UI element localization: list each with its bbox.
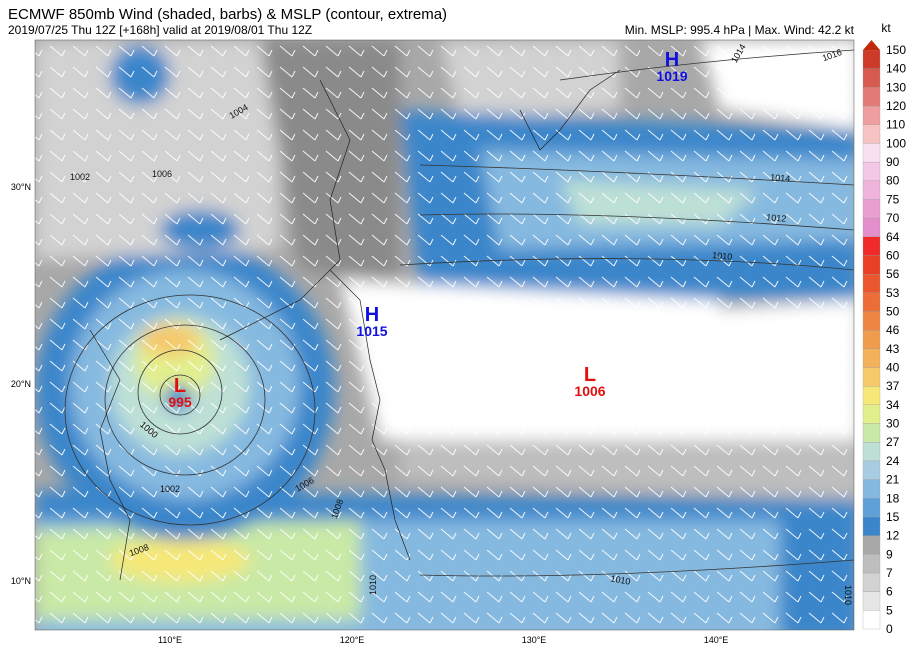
colorbar-swatch [862,442,881,462]
colorbar-label: 53 [886,286,900,300]
colorbar-label: 120 [886,99,906,113]
extremum-symbol: H [665,49,679,71]
colorbar-swatch [862,199,881,219]
colorbar-swatch [862,479,881,499]
colorbar-swatch [862,460,881,480]
lon-label: 120°E [340,635,365,645]
colorbar-label: 34 [886,398,900,412]
colorbar-swatch [862,423,881,443]
colorbar-label: 90 [886,155,900,169]
colorbar-label: 80 [886,174,900,188]
colorbar-label: 5 [886,603,893,617]
subtitle: 2019/07/25 Thu 12Z [+168h] valid at 2019… [8,23,312,37]
map [35,40,854,630]
contour-label: 1002 [160,484,180,494]
contour-label: 1014 [770,172,791,184]
contour-label: 1010 [368,575,378,595]
colorbar-label: 140 [886,62,906,76]
colorbar-swatch [862,49,881,69]
contour-label: 1006 [152,169,172,179]
colorbar-label: 27 [886,435,900,449]
title: ECMWF 850mb Wind (shaded, barbs) & MSLP … [8,6,447,23]
lon-label: 110°E [158,635,182,645]
colorbar-swatch [862,68,881,88]
stats: Min. MSLP: 995.4 hPa | Max. Wind: 42.2 k… [625,23,855,37]
colorbar-label: 0 [886,622,893,636]
lat-label: 10°N [11,576,31,586]
colorbar-swatch [862,180,881,200]
colorbar-swatch [862,273,881,293]
colorbar-arrow [863,40,880,50]
extremum-value: 1019 [656,68,687,84]
colorbar-label: 70 [886,211,900,225]
colorbar-label: 12 [886,529,900,543]
colorbar: kt05679121518212427303437404346505356606… [862,21,906,636]
colorbar-label: 110 [886,118,905,132]
colorbar-label: 60 [886,248,900,262]
contour-label: 1010 [610,573,631,586]
colorbar-label: 100 [886,136,906,150]
colorbar-swatch [862,330,881,349]
extremum-value: 1006 [574,383,605,399]
colorbar-swatch [862,292,881,312]
colorbar-label: 18 [886,491,900,505]
colorbar-swatch [862,311,881,331]
lon-label: 140°E [704,635,729,645]
colorbar-label: 21 [886,473,900,487]
colorbar-label: 46 [886,323,900,337]
lat-label: 30°N [11,182,31,192]
colorbar-label: 43 [886,342,900,356]
colorbar-label: 64 [886,230,900,244]
colorbar-label: 30 [886,417,900,431]
colorbar-swatch [862,367,881,387]
colorbar-swatch [862,610,881,630]
colorbar-swatch [862,87,881,107]
colorbar-swatch [862,124,881,144]
colorbar-swatch [862,572,881,592]
colorbar-swatch [862,105,881,125]
extremum-symbol: L [584,364,596,386]
colorbar-swatch [862,591,881,611]
colorbar-swatch [862,143,881,163]
contour-label: 1010 [843,585,853,605]
extremum-symbol: H [365,304,379,326]
colorbar-swatch [862,236,881,256]
map-frame [34,39,855,631]
colorbar-label: 24 [886,454,900,468]
colorbar-swatch [862,217,881,237]
colorbar-label: 40 [886,361,900,375]
colorbar-label: 130 [886,80,906,94]
colorbar-swatch [862,535,881,555]
colorbar-swatch [862,554,881,574]
colorbar-swatch [862,348,881,368]
colorbar-label: 37 [886,379,900,393]
colorbar-label: 56 [886,267,900,281]
colorbar-label: 7 [886,566,893,580]
contour-label: 1012 [766,212,787,224]
extremum-value: 1015 [356,323,387,339]
colorbar-label: 75 [886,192,900,206]
colorbar-swatch [862,498,881,518]
colorbar-swatch [862,386,881,406]
colorbar-label: 6 [886,585,893,599]
colorbar-unit: kt [881,21,891,35]
colorbar-label: 50 [886,304,900,318]
colorbar-swatch [862,255,881,275]
colorbar-label: 15 [886,510,900,524]
colorbar-swatch [862,516,881,536]
lat-label: 20°N [11,379,31,389]
colorbar-swatch [862,404,881,424]
colorbar-label: 9 [886,547,893,561]
contour-label: 1002 [70,172,90,182]
extremum-value: 995 [168,394,192,410]
colorbar-label: 150 [886,43,906,57]
lon-label: 130°E [522,635,547,645]
extremum-symbol: L [174,375,186,397]
colorbar-swatch [862,161,881,181]
contour-label: 1010 [712,250,733,262]
